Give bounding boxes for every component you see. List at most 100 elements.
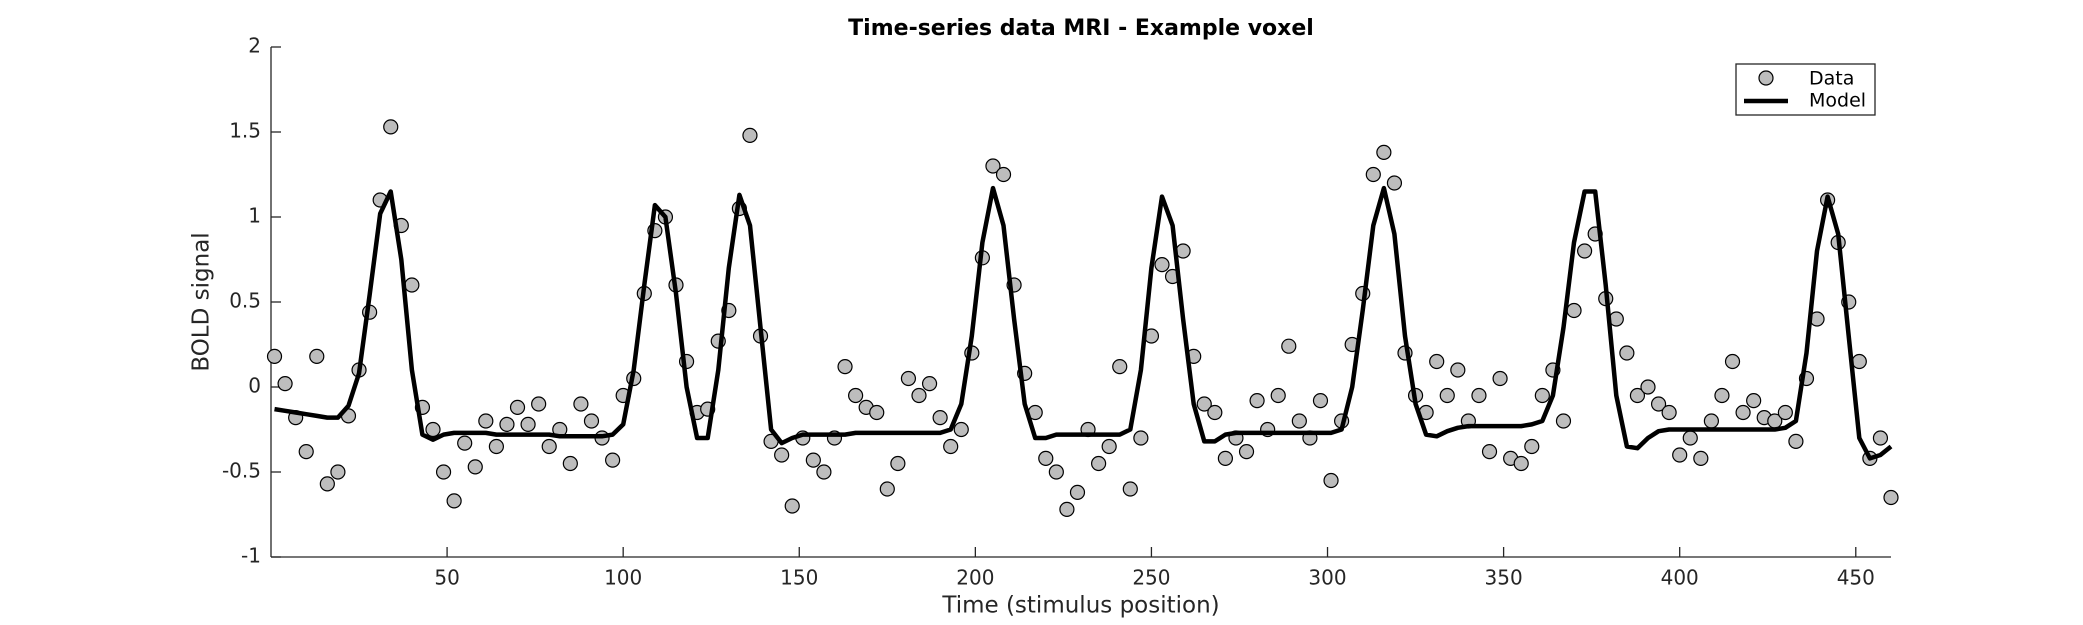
legend-label: Data: [1809, 68, 1854, 90]
data-point: [816, 464, 832, 480]
data-point: [309, 348, 325, 364]
data-point: [879, 481, 895, 497]
data-point: [1735, 404, 1751, 421]
data-point: [742, 127, 758, 143]
data-point: [1038, 450, 1054, 466]
data-point: [467, 459, 483, 475]
data-point: [1365, 166, 1381, 183]
data-point: [383, 119, 399, 135]
data-point: [1429, 353, 1445, 370]
data-point: [1439, 387, 1455, 404]
data-point: [774, 447, 790, 463]
data-point: [488, 438, 504, 455]
data-point: [837, 359, 853, 375]
data-point: [1650, 396, 1667, 412]
data-point: [404, 277, 420, 293]
data-point: [1492, 370, 1508, 387]
data-point: [900, 370, 917, 387]
data-point: [805, 452, 821, 468]
x-tick-label: 300: [1308, 566, 1346, 590]
data-point: [457, 435, 473, 451]
data-point: [541, 438, 557, 455]
legend-box: [1735, 63, 1876, 116]
data-point: [1376, 144, 1392, 160]
data-point: [1323, 472, 1339, 489]
data-point: [1577, 243, 1593, 259]
data-point: [869, 404, 885, 421]
data-point: [1270, 387, 1286, 404]
data-point: [1217, 450, 1233, 466]
y-tick-label: 1: [248, 204, 261, 228]
data-point: [1703, 413, 1719, 429]
data-point: [1450, 362, 1466, 378]
data-point: [1629, 387, 1646, 404]
data-point: [499, 416, 515, 432]
data-point: [1059, 501, 1075, 517]
y-tick-label: -1: [241, 544, 261, 568]
data-point: [298, 444, 314, 460]
x-tick-label: 450: [1837, 566, 1875, 590]
data-point: [435, 464, 452, 480]
data-point: [1122, 481, 1138, 497]
data-point: [1238, 444, 1255, 460]
y-tick-label: 2: [248, 34, 261, 58]
y-axis-label: BOLD signal: [189, 232, 215, 371]
data-point: [1672, 447, 1688, 463]
data-point: [425, 421, 441, 438]
data-point: [520, 416, 536, 432]
data-point: [1196, 396, 1212, 412]
x-tick-label: 100: [604, 566, 642, 590]
data-point: [605, 452, 621, 468]
data-point: [573, 396, 589, 412]
x-tick-label: 150: [780, 566, 818, 590]
data-point: [1291, 413, 1307, 429]
x-axis-label: Time (stimulus position): [941, 593, 1219, 619]
y-tick-label: 1.5: [229, 119, 261, 143]
data-point: [1555, 413, 1572, 429]
data-point: [985, 158, 1001, 174]
x-tick-label: 50: [434, 566, 459, 590]
data-point: [319, 476, 335, 492]
data-point: [1714, 387, 1730, 404]
data-point: [1566, 302, 1582, 319]
data-point: [531, 396, 547, 412]
data-point: [1872, 430, 1889, 446]
data-point: [911, 387, 927, 404]
data-point: [890, 455, 906, 472]
legend-label: Model: [1809, 90, 1866, 112]
data-point: [1682, 430, 1698, 446]
data-point: [1048, 464, 1064, 480]
data-point: [1534, 387, 1550, 404]
legend-marker: [1758, 70, 1774, 86]
data-point: [1777, 404, 1793, 421]
data-point: [583, 413, 600, 429]
data-point: [1069, 484, 1086, 500]
data-point: [943, 438, 959, 455]
data-point: [921, 376, 938, 392]
data-point: [1661, 404, 1677, 421]
data-point: [1883, 489, 1899, 506]
data-point: [1513, 455, 1529, 472]
data-point: [1788, 433, 1804, 449]
data-point: [953, 421, 969, 438]
data-point: [509, 399, 526, 415]
data-point: [1281, 338, 1297, 354]
data-point: [1693, 450, 1709, 466]
data-point: [932, 410, 948, 426]
x-tick-label: 350: [1485, 566, 1523, 590]
data-point: [1746, 393, 1762, 409]
data-point: [1851, 353, 1867, 370]
data-point: [1133, 430, 1149, 446]
data-point: [1640, 379, 1656, 395]
data-point: [1481, 444, 1498, 460]
data-point: [1091, 455, 1107, 472]
data-point: [848, 387, 864, 404]
data-point: [446, 493, 462, 509]
y-tick-label: -0.5: [222, 459, 261, 483]
data-point: [784, 498, 800, 514]
data-point: [1312, 393, 1329, 409]
data-point: [995, 166, 1012, 183]
y-tick-label: 0: [248, 374, 261, 398]
data-point: [1471, 387, 1487, 404]
